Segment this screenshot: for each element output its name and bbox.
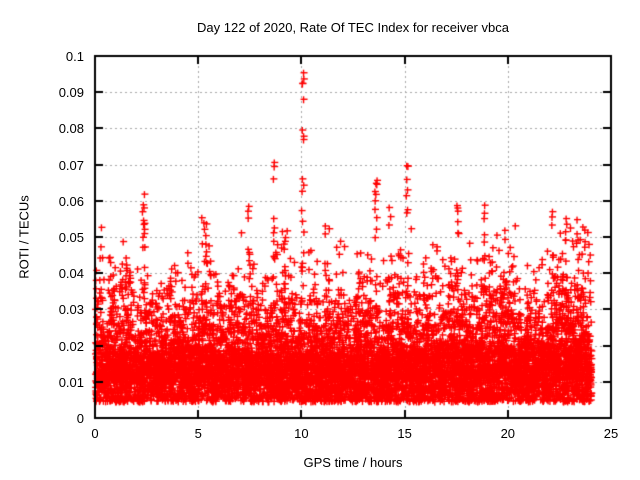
y-tick-label: 0.1: [65, 49, 84, 64]
y-tick-label: 0.01: [58, 374, 84, 390]
x-tick-label: 10: [294, 426, 309, 441]
y-tick-label: 0.03: [58, 302, 84, 318]
y-tick-label: 0.08: [58, 121, 84, 137]
y-tick-label: 0.09: [58, 85, 84, 101]
chart-title: Day 122 of 2020, Rate Of TEC Index for r…: [197, 20, 509, 35]
x-tick-label: 0: [91, 426, 99, 441]
y-tick-label: 0.06: [58, 193, 84, 209]
x-tick-label: 20: [500, 426, 516, 441]
x-tick-label: 5: [194, 426, 202, 441]
x-tick-label: 15: [397, 426, 412, 441]
y-tick-label: 0.07: [58, 157, 84, 173]
y-tick-label: 0.04: [58, 266, 84, 282]
y-tick-label: 0.05: [58, 230, 84, 245]
x-axis-label: GPS time / hours: [303, 455, 403, 470]
y-tick-label: 0.02: [58, 338, 84, 354]
y-tick-label: 0: [76, 411, 84, 426]
x-tick-label: 25: [603, 426, 619, 441]
